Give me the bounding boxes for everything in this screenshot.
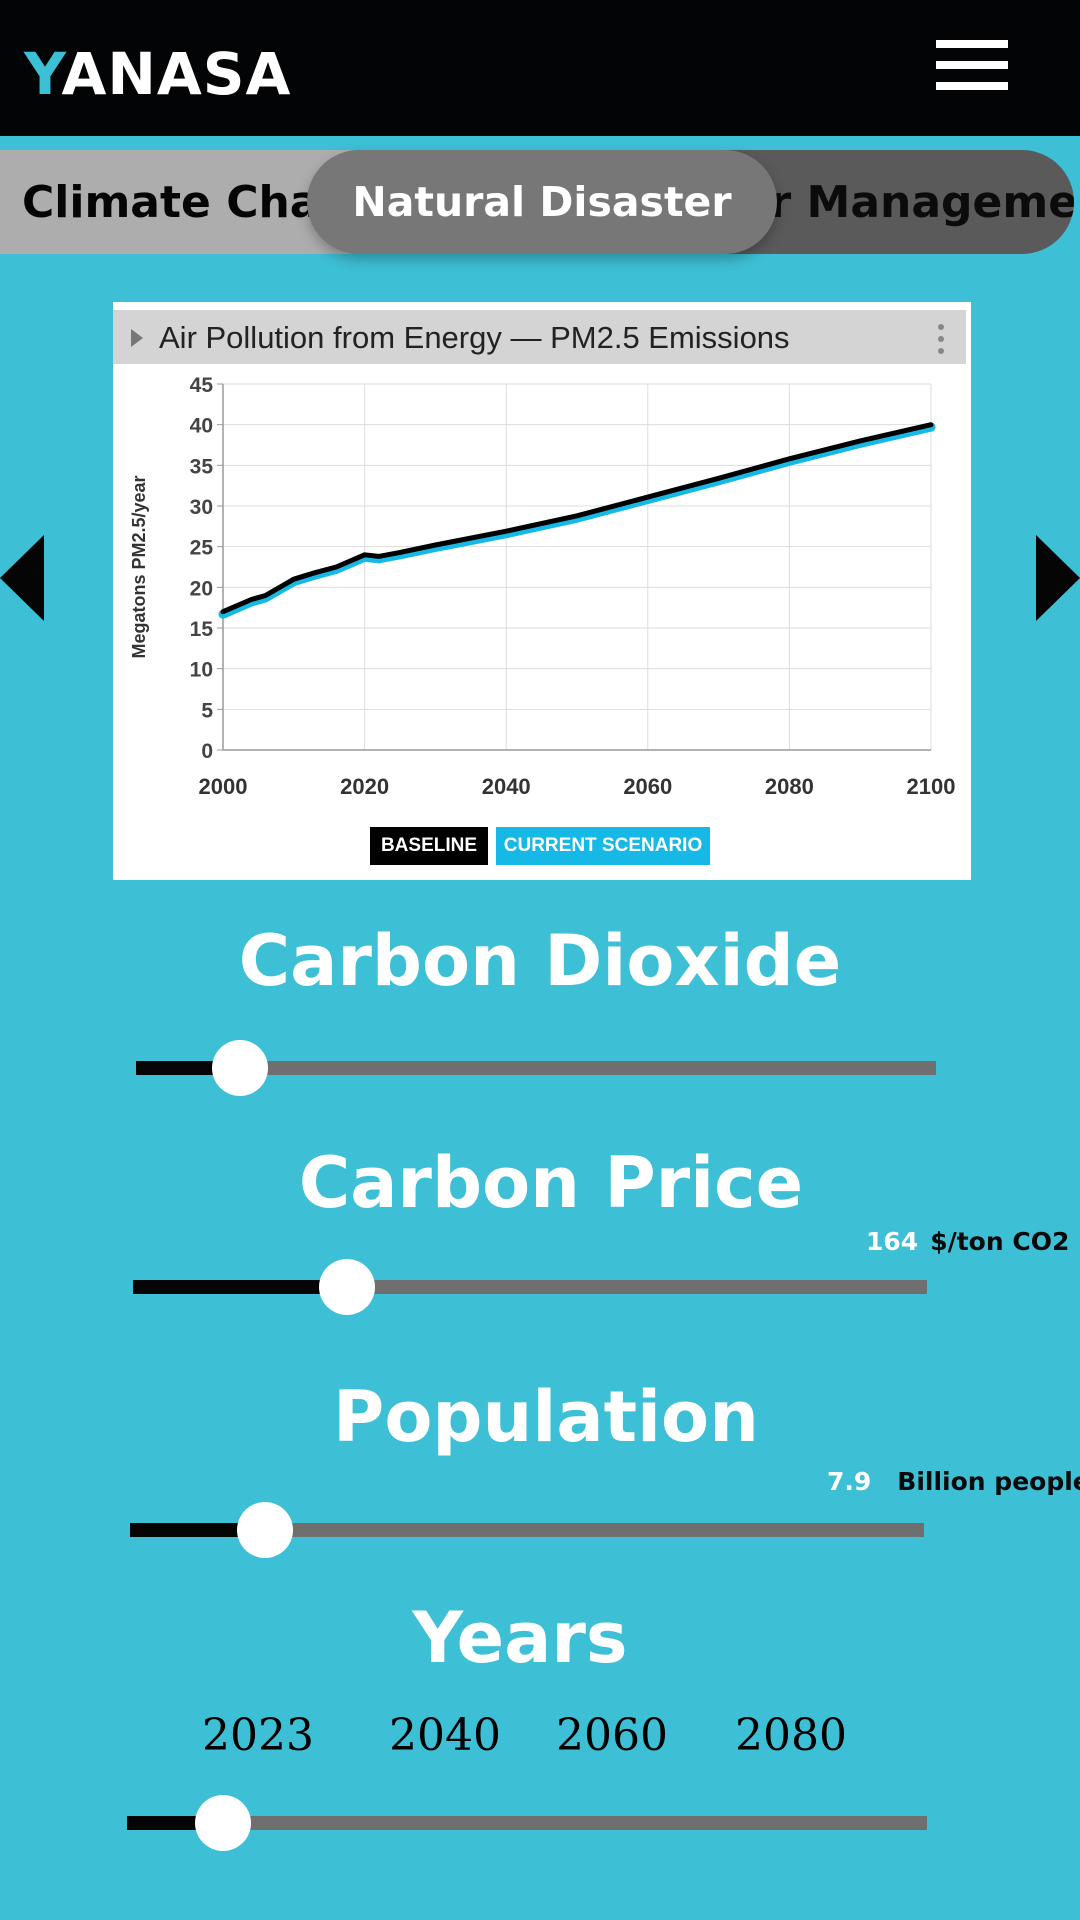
slider-track	[127, 1816, 927, 1830]
co2-slider[interactable]	[136, 1040, 936, 1096]
population-value: 7.9	[827, 1467, 872, 1496]
population-unit: Billion people	[897, 1467, 1080, 1496]
co2-title: Carbon Dioxide	[238, 920, 842, 1002]
years-slider[interactable]	[127, 1795, 927, 1851]
population-slider[interactable]	[130, 1502, 924, 1558]
x-tick-label: 2080	[765, 774, 814, 799]
x-tick-label: 2060	[623, 774, 672, 799]
arrow-left-icon[interactable]	[0, 535, 44, 621]
series-line-current-scenario	[218, 422, 936, 619]
slider-fill	[133, 1280, 348, 1294]
carbon-price-value: 164	[866, 1227, 919, 1256]
year-tick-2080: 2080	[735, 1710, 847, 1761]
legend-baseline[interactable]: BASELINE	[370, 827, 488, 865]
slider-fill	[130, 1523, 265, 1537]
carbon-price-title: Carbon Price	[298, 1142, 804, 1224]
slider-thumb[interactable]	[195, 1795, 251, 1851]
carbon-price-unit: $/ton CO2	[930, 1227, 1070, 1256]
y-tick-label: 5	[201, 699, 213, 722]
series-line-baseline	[220, 422, 934, 615]
y-tick-label: 0	[201, 740, 213, 763]
y-tick-label: 25	[190, 537, 214, 560]
slider-thumb[interactable]	[236, 1502, 293, 1558]
year-tick-2023: 2023	[202, 1710, 314, 1761]
chart-card: Air Pollution from Energy — PM2.5 Emissi…	[113, 302, 971, 880]
expand-triangle-icon[interactable]	[131, 329, 143, 347]
year-tick-2060: 2060	[556, 1710, 668, 1761]
x-tick-label: 2000	[199, 774, 248, 799]
y-tick-label: 35	[190, 455, 214, 478]
app-header: YANASA	[0, 0, 1080, 136]
tab-natural-disaster[interactable]: Natural Disaster	[307, 150, 777, 254]
y-tick-label: 15	[190, 618, 214, 641]
more-options-icon[interactable]	[938, 324, 944, 354]
y-tick-label: 30	[190, 496, 213, 519]
slider-track	[136, 1061, 936, 1075]
year-tick-2040: 2040	[389, 1710, 501, 1761]
chart-title-bar: Air Pollution from Energy — PM2.5 Emissi…	[113, 310, 966, 364]
slider-thumb[interactable]	[319, 1259, 376, 1315]
carbon-price-readout: 164 $/ton CO2	[866, 1227, 1069, 1256]
population-readout: 7.9 Billion people	[827, 1467, 1080, 1496]
arrow-right-icon[interactable]	[1036, 535, 1080, 621]
slider-thumb[interactable]	[212, 1040, 268, 1096]
legend-current-scenario[interactable]: CURRENT SCENARIO	[496, 827, 710, 865]
x-tick-label: 2020	[340, 774, 389, 799]
y-tick-label: 45	[190, 374, 214, 397]
y-tick-label: 10	[190, 659, 213, 682]
y-tick-label: 40	[190, 415, 213, 438]
app-logo[interactable]: YANASA	[24, 40, 292, 108]
chart-plot: 0 5 10 15 20 25 30 35 40 45 2000 2020 2040 2060 2080 21…	[129, 374, 956, 799]
hamburger-menu-icon[interactable]	[936, 40, 1008, 90]
x-tick-label: 2040	[482, 774, 531, 799]
x-tick-label: 2100	[907, 774, 956, 799]
y-tick-label: 20	[190, 577, 213, 600]
years-title: Years	[412, 1597, 628, 1679]
population-title: Population	[333, 1376, 759, 1458]
y-axis-label: Megatons PM2.5/year	[129, 475, 149, 658]
slider-track	[130, 1523, 924, 1537]
carbon-price-slider[interactable]	[133, 1259, 927, 1315]
chart-title: Air Pollution from Energy — PM2.5 Emissi…	[159, 320, 790, 355]
